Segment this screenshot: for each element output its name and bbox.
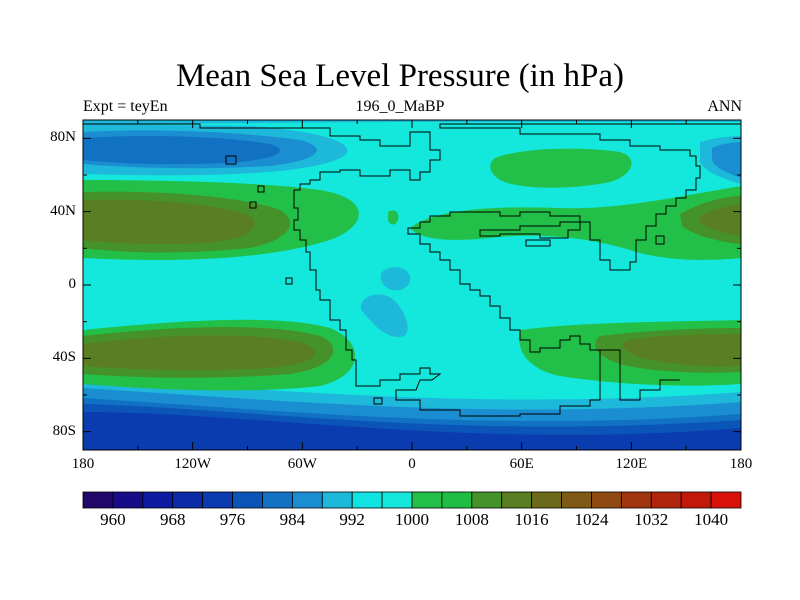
colorbar-label: 1024 (574, 510, 609, 529)
contour-988-arctic (83, 136, 280, 165)
colorbar-swatch (381, 491, 413, 509)
colorbar-swatch (471, 491, 503, 509)
coastline-island-e (525, 239, 551, 247)
contour-1016-spac (83, 335, 316, 371)
coastline-island-b (257, 185, 265, 193)
coastline-island-a (225, 155, 237, 165)
colorbar-swatch (501, 491, 533, 509)
colorbar-swatch (591, 491, 622, 509)
pressure-field (83, 120, 741, 450)
colorbar-swatch (411, 491, 443, 509)
colorbar-label: 1008 (454, 510, 489, 529)
season-label: ANN (707, 98, 742, 115)
colorbar-label: 984 (279, 510, 306, 529)
coastline-main (83, 123, 741, 417)
experiment-label: Expt = teyEn (83, 98, 168, 115)
contour-1008-siberia (490, 148, 632, 188)
colorbar-swatch (262, 491, 293, 509)
lon-label: 60W (287, 456, 317, 472)
colorbar-swatch (172, 491, 204, 509)
contour-1016-npac-east (700, 204, 741, 236)
colorbar-label: 960 (100, 510, 126, 529)
colorbar-swatch (321, 491, 353, 509)
axis-ticks (82, 120, 742, 450)
lat-label: 0 (68, 276, 77, 292)
coastlines (83, 123, 741, 417)
contour-1016-seast (622, 334, 741, 367)
colorbar-swatch (561, 491, 592, 509)
colorbar-swatch (351, 491, 383, 509)
colorbar-swatch (142, 491, 174, 509)
contour-1008-eurasia (410, 186, 741, 260)
colorbar-swatch (202, 491, 233, 509)
colorbar-label: 976 (219, 510, 246, 529)
lat-label: 40S (52, 349, 76, 366)
coastline-inland-sea (479, 221, 581, 239)
contour-992-ne (712, 142, 741, 178)
colorbar-swatch (232, 491, 263, 509)
coastline-island-c (249, 201, 257, 209)
age-label: 196_0_MaBP (355, 98, 445, 115)
coastline-island-f (655, 235, 665, 245)
lat-label: 40N (50, 202, 76, 219)
coastline-antarctic-bay (600, 349, 680, 401)
lon-label: 120W (174, 456, 211, 472)
colorbar-swatch (650, 491, 682, 509)
contour-1000-small-b (360, 294, 408, 338)
lon-label: 60E (509, 456, 534, 472)
colorbar-swatch (441, 491, 473, 509)
lat-label: 80N (50, 129, 76, 146)
colorbar-swatch (112, 491, 144, 509)
contour-1000-small-a (380, 267, 411, 291)
colorbar-swatch (680, 491, 712, 509)
colorbar-swatch (82, 491, 114, 509)
plot-title: Mean Sea Level Pressure (in hPa) (175, 58, 625, 94)
coastline-island-d (285, 277, 293, 285)
colorbar (82, 491, 742, 509)
colorbar-swatch (291, 491, 323, 509)
lon-label: 0 (408, 456, 416, 472)
lon-label: 180 (71, 456, 95, 472)
contour-1016-npac (83, 199, 255, 245)
colorbar-label: 992 (339, 510, 365, 529)
colorbar-label: 1000 (395, 510, 429, 529)
lon-label: 180 (729, 456, 753, 472)
colorbar-label: 1016 (514, 510, 549, 529)
colorbar-label: 1032 (634, 510, 669, 529)
colorbar-swatch (710, 491, 742, 509)
contour-980-south (83, 412, 741, 450)
colorbar-swatch (620, 491, 652, 509)
contour-1008-small (388, 210, 399, 225)
colorbar-swatch (531, 491, 562, 509)
colorbar-label: 1040 (694, 510, 729, 529)
coastline-island-g (373, 397, 383, 405)
colorbar-label: 968 (159, 510, 186, 529)
lon-label: 120E (615, 456, 648, 472)
lat-label: 80S (52, 422, 76, 439)
